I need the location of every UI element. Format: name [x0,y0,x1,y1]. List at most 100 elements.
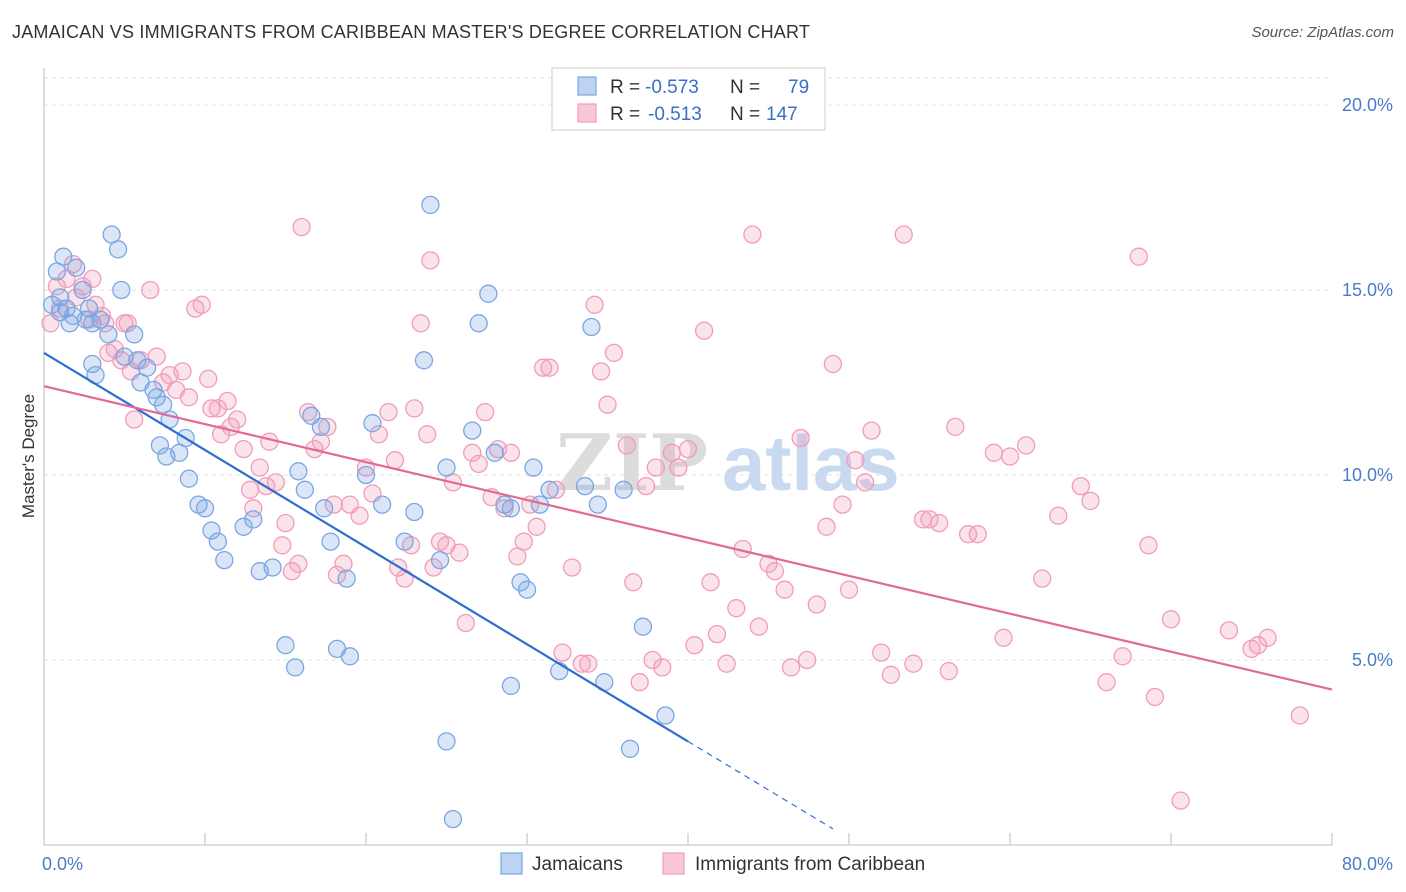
watermark-atlas: atlas [722,419,900,507]
point-caribbean [1000,447,1020,466]
point-caribbean [379,402,398,422]
point-jamaicans [340,647,360,666]
point-caribbean [862,421,881,440]
point-jamaicans [314,499,334,518]
series-legend: Jamaicans Immigrants from Caribbean [500,852,925,875]
point-caribbean [553,643,572,662]
point-caribbean [946,417,965,437]
point-jamaicans [234,517,253,536]
point-caribbean [1016,436,1036,455]
point-caribbean [707,624,727,644]
point-jamaicans [276,636,295,655]
point-caribbean [1145,687,1165,707]
point-caribbean [273,536,292,555]
point-jamaicans [179,469,199,488]
point-caribbean [579,654,598,673]
point-caribbean [527,517,546,536]
point-caribbean [968,525,987,544]
point-caribbean [118,314,137,333]
point-caribbean [1219,621,1239,640]
point-caribbean [643,650,662,670]
point-jamaicans [125,325,144,344]
point-caribbean [292,217,311,237]
point-jamaicans [620,739,640,758]
point-caribbean [450,543,469,562]
point-caribbean [47,277,67,296]
point-jamaicans [633,617,653,636]
point-caribbean [240,480,260,499]
stats-r-label-1: R = [610,77,640,98]
point-caribbean [855,473,875,492]
point-caribbean [904,654,923,673]
point-caribbean [823,354,843,374]
point-caribbean [1129,247,1148,266]
y-tick-labels: 5.0% 10.0% 15.0% 20.0% [1342,95,1393,670]
point-jamaicans [54,247,73,266]
point-jamaicans [295,480,314,499]
point-caribbean [218,391,237,411]
point-jamaicans [395,532,414,551]
point-caribbean [418,425,437,444]
point-jamaicans [421,195,440,215]
stats-swatch-caribbean [577,103,597,123]
point-caribbean [456,613,475,633]
point-caribbean [765,562,785,581]
point-jamaicans [244,510,263,529]
point-caribbean [266,473,285,492]
point-jamaicans [79,299,99,318]
point-jamaicans [67,258,86,277]
point-jamaicans [443,809,463,829]
point-jamaicans [614,480,633,499]
point-caribbean [930,513,949,533]
stats-r-label-2: R = [610,104,640,125]
point-caribbean [749,617,768,636]
point-caribbean [846,451,865,470]
point-caribbean [817,517,836,536]
point-jamaicans [91,310,110,329]
point-caribbean [228,410,247,429]
y-tick-label: 10.0% [1342,465,1393,485]
point-caribbean [395,569,414,588]
stats-n-value-2: 147 [766,104,798,125]
point-caribbean [514,532,533,551]
point-jamaicans [356,465,376,485]
point-caribbean [350,506,369,525]
x-axis-ticks [204,833,1333,845]
point-caribbean [781,658,801,677]
point-caribbean [501,443,521,462]
point-caribbean [775,580,794,599]
point-caribbean [546,480,566,499]
trend-lines [43,351,1333,830]
legend-swatch-jamaicans [500,852,523,875]
point-caribbean [1097,673,1116,692]
point-jamaicans [372,495,392,514]
point-jamaicans [437,732,456,751]
point-jamaicans [208,532,228,551]
point-caribbean [369,425,389,444]
point-caribbean [540,358,559,377]
point-jamaicans [128,351,147,370]
point-caribbean [636,476,656,496]
point-caribbean [385,451,405,470]
point-jamaicans [202,521,221,540]
point-caribbean [475,402,495,422]
point-caribbean [598,395,617,414]
point-caribbean [199,369,218,388]
x-tick-label: 0.0% [42,854,83,874]
point-jamaicans [195,499,215,518]
point-jamaicans [575,476,595,496]
point-caribbean [469,454,488,474]
stats-legend: R = -0.573 N = 79 R = -0.513 N = 147 [551,67,826,131]
point-caribbean [1081,491,1100,511]
point-jamaicans [501,499,521,518]
point-caribbean [624,573,643,592]
point-jamaicans [656,706,675,725]
point-jamaicans [363,414,382,433]
point-caribbean [463,443,482,462]
point-caribbean [604,343,624,363]
point-caribbean [179,388,199,407]
point-caribbean [617,436,636,455]
stats-r-value-1: -0.573 [645,77,699,98]
x-tick-label: 80.0% [1342,854,1393,874]
